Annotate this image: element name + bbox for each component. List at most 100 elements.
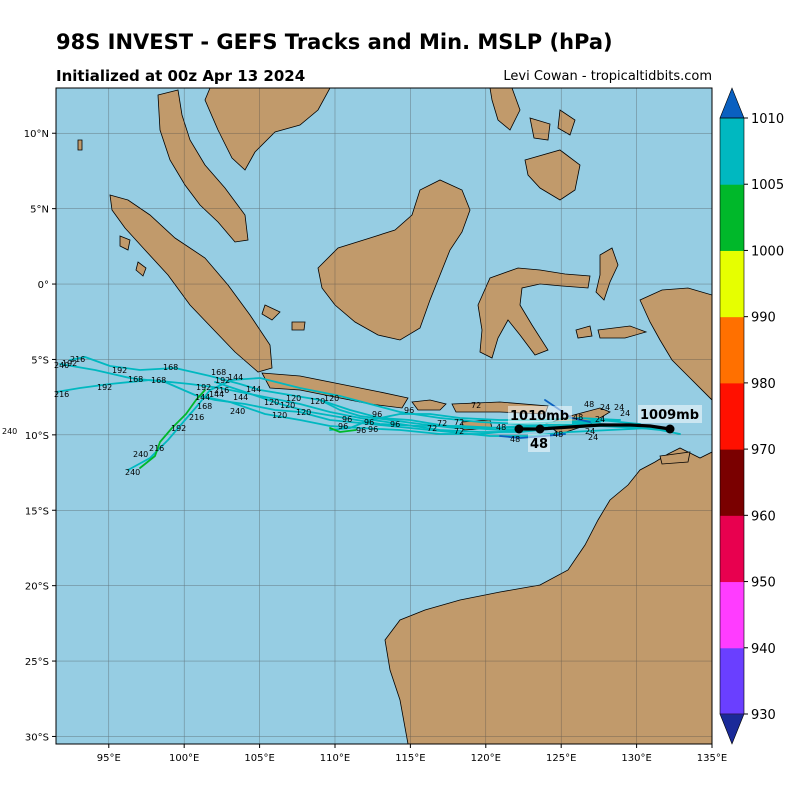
colorbar-frame — [719, 117, 745, 715]
track-hour-label: 96 — [404, 406, 414, 415]
track-hour-label: 24 — [620, 409, 630, 418]
track-hour-label: 72 — [454, 427, 464, 436]
track-hour-label: 24 — [614, 403, 624, 412]
lat-tick-label: 5°N — [30, 205, 49, 216]
track-hour-label: 144 — [246, 385, 261, 394]
lat-tick-label: 15°S — [25, 506, 49, 517]
track-hour-label: 48 — [496, 423, 506, 432]
track-hour-label: 72 — [454, 418, 464, 427]
track-hour-label: 168 — [211, 368, 226, 377]
lon-tick-label: 125°E — [546, 753, 576, 764]
track-hour-label: 192 — [112, 366, 127, 375]
colorbar-tick-label: 1000 — [751, 244, 784, 259]
track-hour-label: 72 — [471, 401, 481, 410]
track-hour-label: 48 — [584, 400, 594, 409]
colorbar-segment — [720, 316, 744, 384]
colorbar-segment — [720, 515, 744, 583]
track-hour-label: 120 — [296, 408, 311, 417]
track-hour-label: 96 — [372, 410, 382, 419]
track-hour-label: 240 — [125, 468, 140, 477]
track-hour-label: 192 — [196, 383, 211, 392]
hour-label-48: 48 — [530, 437, 548, 452]
track-hour-label: 96 — [364, 418, 374, 427]
track-member — [139, 389, 206, 469]
hour-label-bg — [528, 434, 550, 452]
colorbar-segment — [720, 118, 744, 185]
lon-tick-label: 95°E — [97, 753, 121, 764]
land-nias — [135, 261, 147, 277]
mslp-label-right: 1009mb — [640, 408, 699, 423]
track-hour-label: 240 — [54, 361, 69, 370]
track-hour-label: 216 — [214, 386, 229, 395]
track-hour-label: 192 — [97, 383, 112, 392]
lon-tick-label: 135°E — [697, 753, 727, 764]
track-hour-label: 120 — [280, 401, 295, 410]
track-hour-label: 96 — [368, 425, 378, 434]
colorbar — [719, 87, 745, 745]
track-hour-label: 96 — [338, 422, 348, 431]
colorbar-tick-label: 940 — [751, 642, 776, 657]
colorbar-min-arrow — [719, 713, 745, 745]
track-hour-label: 120 — [264, 398, 279, 407]
track-hour-label: 24 — [588, 433, 598, 442]
latitude-axis: 10°N 5°N 0° 5°S 10°S 15°S 20°S 25°S 30°S — [24, 129, 56, 743]
colorbar-tick-label: 960 — [751, 509, 776, 524]
track-hour-label: 96 — [342, 415, 352, 424]
longitude-axis: 95°E 100°E 105°E 110°E 115°E 120°E 125°E 130°E 1… — [97, 744, 727, 764]
land-belitung — [291, 321, 306, 331]
track-hour-label: 24 — [595, 415, 605, 424]
mean-track-points — [514, 424, 675, 434]
land-new-guinea — [639, 287, 712, 401]
land-bali-lombok — [411, 399, 447, 411]
land-indochina — [204, 88, 331, 171]
colorbar-tick-label: 930 — [751, 708, 776, 723]
land-melville-island — [659, 451, 691, 465]
mslp-label-bg — [638, 405, 702, 423]
track-hour-label: 192 — [171, 424, 186, 433]
track-hour-label: 120 — [324, 394, 339, 403]
map-frame — [55, 87, 713, 745]
track-member — [329, 427, 357, 433]
track-hour-label: 216 — [149, 444, 164, 453]
track-hour-label: 192 — [62, 359, 77, 368]
track-hour-label: 48 — [573, 413, 583, 422]
track-hour-label: 216 — [54, 390, 69, 399]
track-member — [199, 395, 641, 435]
lon-tick-label: 120°E — [471, 753, 501, 764]
land-buru — [575, 325, 593, 339]
colorbar-segment — [720, 184, 744, 251]
lat-tick-label: 30°S — [25, 732, 49, 743]
colorbar-tick-label: 950 — [751, 576, 776, 591]
track-hour-label: 168 — [128, 375, 143, 384]
track-hour-label: 72 — [427, 424, 437, 433]
land-philippines-islands — [529, 109, 576, 141]
chart-title: 98S INVEST - GEFS Tracks and Min. MSLP (… — [56, 30, 613, 54]
colorbar-segment — [720, 250, 744, 318]
track-hour-label: 96 — [390, 420, 400, 429]
mslp-label-left: 1010mb — [510, 409, 569, 424]
edge-hour-label: 240 — [2, 427, 17, 436]
mean-track-point — [665, 424, 675, 434]
colorbar-segment — [720, 581, 744, 649]
mean-track-point — [535, 424, 545, 434]
track-hour-label: 144 — [233, 393, 248, 402]
track-member — [319, 399, 601, 429]
colorbar-tick-label: 980 — [751, 377, 776, 392]
track-hour-label: 168 — [151, 376, 166, 385]
track-hour-label: 72 — [437, 419, 447, 428]
lat-tick-label: 10°S — [25, 431, 49, 442]
land-sumatra — [109, 194, 273, 373]
track-hour-label: 240 — [230, 407, 245, 416]
track-hour-label: 240 — [133, 450, 148, 459]
lon-tick-label: 110°E — [320, 753, 350, 764]
land-philippines-south — [524, 149, 581, 201]
colorbar-segment — [720, 449, 744, 516]
lat-tick-label: 20°S — [25, 582, 49, 593]
track-hour-label: 120 — [272, 411, 287, 420]
track-hour-label: 216 — [70, 355, 85, 364]
land-sulawesi — [477, 267, 591, 359]
track-hour-label: 24 — [585, 427, 595, 436]
track-hour-label: 120 — [310, 397, 325, 406]
mean-track-point — [514, 424, 524, 434]
